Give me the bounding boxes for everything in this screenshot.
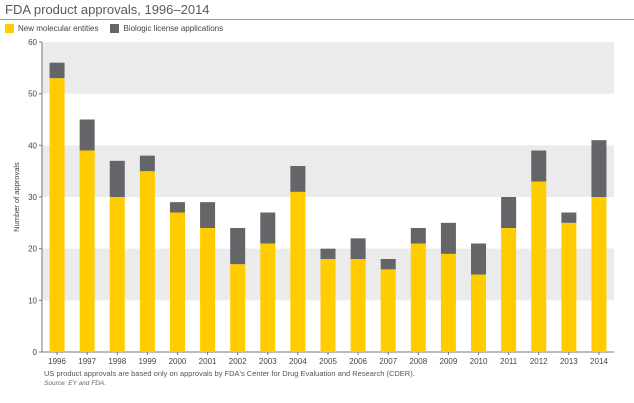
- legend-item-bla: Biologic license applications: [110, 23, 224, 33]
- y-tick-label-10: 10: [28, 296, 37, 305]
- legend: New molecular entities Biologic license …: [5, 21, 235, 35]
- title-divider: [0, 19, 634, 20]
- x-tick-label-2010: 2010: [470, 357, 488, 366]
- bar-nme-2007: [380, 269, 396, 352]
- legend-label-nme: New molecular entities: [18, 23, 99, 33]
- x-tick-label-2008: 2008: [409, 357, 427, 366]
- bar-nme-2003: [260, 243, 276, 352]
- x-tick-label-2014: 2014: [590, 357, 608, 366]
- x-tick-label-1999: 1999: [138, 357, 156, 366]
- legend-item-nme: New molecular entities: [5, 23, 99, 33]
- bar-nme-2001: [200, 228, 216, 352]
- bar-bla-2007: [380, 259, 396, 270]
- bar-bla-2011: [501, 197, 517, 228]
- bar-nme-2013: [561, 222, 577, 352]
- footnote: US product approvals are based only on a…: [44, 369, 415, 378]
- bar-bla-2012: [531, 150, 547, 182]
- bar-nme-2010: [471, 274, 487, 352]
- bar-bla-1998: [109, 160, 125, 197]
- bar-bla-2001: [200, 202, 216, 228]
- legend-label-bla: Biologic license applications: [123, 23, 224, 33]
- x-tick-label-2012: 2012: [530, 357, 548, 366]
- bar-nme-1996: [49, 78, 65, 353]
- bar-nme-2002: [230, 264, 246, 352]
- x-tick-label-2006: 2006: [349, 357, 367, 366]
- x-tick-label-2011: 2011: [500, 357, 518, 366]
- x-tick-label-2007: 2007: [379, 357, 397, 366]
- x-tick-label-1998: 1998: [108, 357, 126, 366]
- x-tick-label-2013: 2013: [560, 357, 578, 366]
- bar-nme-1999: [139, 171, 155, 352]
- bar-nme-1997: [79, 150, 95, 352]
- y-tick-label-20: 20: [28, 245, 37, 254]
- x-tick-label-2001: 2001: [199, 357, 217, 366]
- bar-bla-1999: [139, 155, 155, 172]
- legend-swatch-bla: [110, 23, 120, 33]
- bar-nme-2009: [440, 253, 456, 352]
- bar-bla-2002: [230, 228, 246, 265]
- bar-bla-2000: [169, 202, 185, 213]
- x-tick-label-1997: 1997: [78, 357, 96, 366]
- bar-nme-2005: [320, 259, 336, 352]
- bar-bla-2006: [350, 238, 366, 259]
- y-tick-label-40: 40: [28, 141, 37, 150]
- bar-nme-2012: [531, 181, 547, 352]
- bar-bla-2004: [290, 166, 306, 192]
- bar-nme-2006: [350, 259, 366, 352]
- bar-bla-2014: [591, 140, 607, 197]
- bar-bla-2010: [471, 243, 487, 275]
- bar-bla-2005: [320, 248, 336, 259]
- bar-bla-2013: [561, 212, 577, 223]
- x-tick-label-1996: 1996: [48, 357, 66, 366]
- bar-nme-2011: [501, 228, 517, 352]
- y-tick-label-30: 30: [28, 193, 37, 202]
- chart-title: FDA product approvals, 1996–2014: [5, 2, 210, 17]
- bar-bla-2008: [410, 228, 426, 244]
- bar-bla-1996: [49, 62, 65, 79]
- y-tick-label-0: 0: [33, 348, 38, 357]
- x-tick-label-2009: 2009: [440, 357, 458, 366]
- bar-bla-2003: [260, 212, 276, 244]
- x-tick-label-2000: 2000: [169, 357, 187, 366]
- grid-band-2: [42, 42, 614, 94]
- x-tick-label-2004: 2004: [289, 357, 307, 366]
- bar-nme-2000: [169, 212, 185, 352]
- bar-nme-1998: [109, 197, 125, 352]
- bar-nme-2004: [290, 191, 306, 352]
- grid-band-1: [42, 145, 614, 197]
- source-note: Source: EY and FDA.: [44, 380, 107, 387]
- legend-swatch-nme: [5, 23, 14, 33]
- x-tick-label-2002: 2002: [229, 357, 247, 366]
- y-tick-label-60: 60: [28, 38, 37, 47]
- bar-nme-2014: [591, 197, 607, 352]
- bar-bla-1997: [79, 119, 95, 151]
- x-tick-label-2003: 2003: [259, 357, 277, 366]
- bar-bla-2009: [440, 222, 456, 254]
- bar-nme-2008: [410, 243, 426, 352]
- x-tick-label-2005: 2005: [319, 357, 337, 366]
- y-tick-label-50: 50: [28, 90, 37, 99]
- y-axis-title: Number of approvals: [12, 162, 21, 232]
